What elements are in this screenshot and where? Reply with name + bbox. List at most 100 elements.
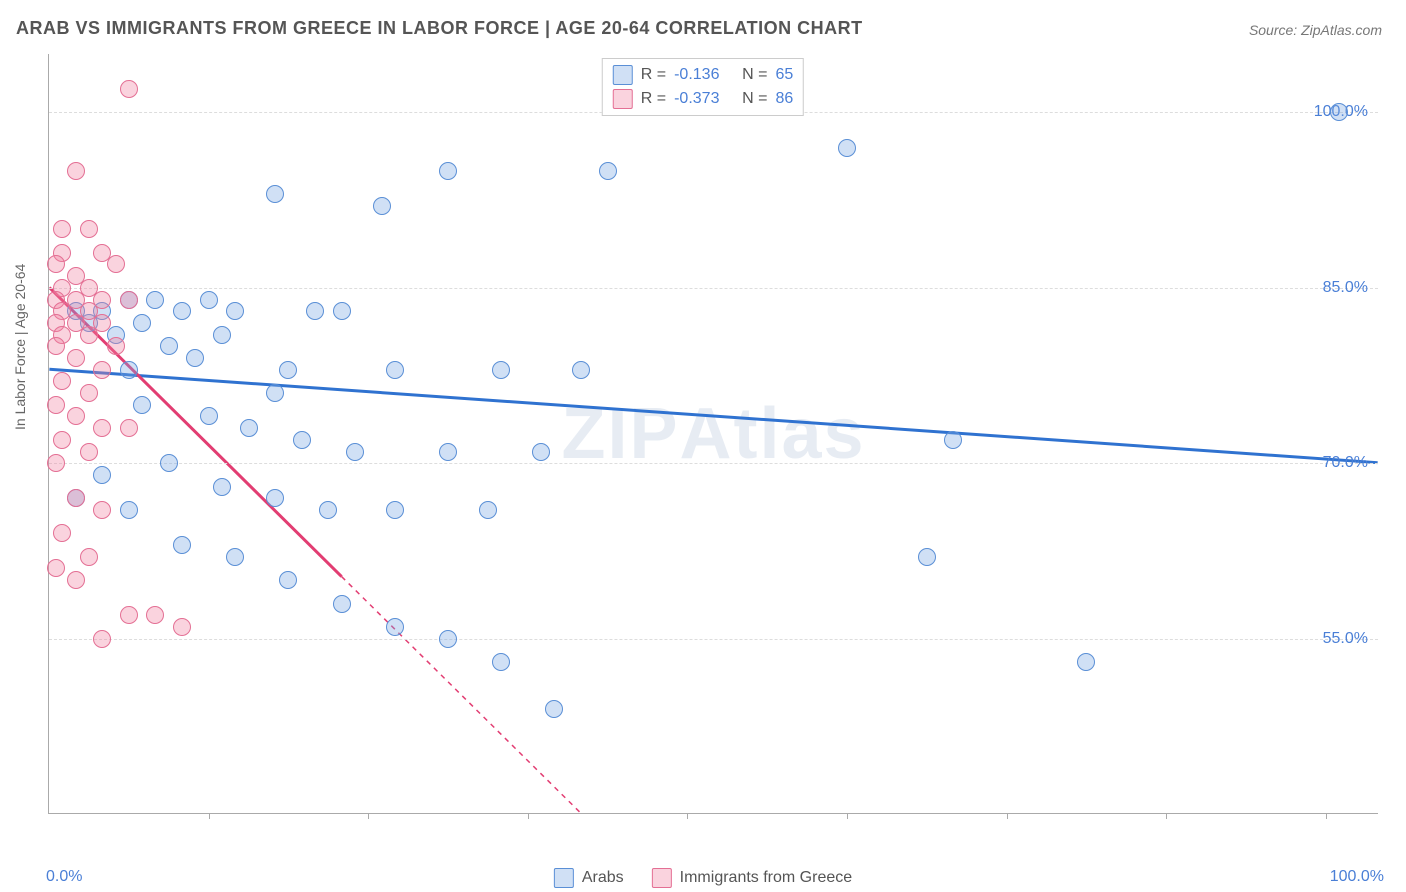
- data-point: [93, 419, 111, 437]
- data-point: [67, 571, 85, 589]
- data-point: [67, 349, 85, 367]
- data-point: [120, 419, 138, 437]
- data-point: [306, 302, 324, 320]
- data-point: [319, 501, 337, 519]
- data-point: [80, 443, 98, 461]
- x-axis-min-label: 0.0%: [46, 868, 82, 886]
- data-point: [346, 443, 364, 461]
- data-point: [599, 162, 617, 180]
- data-point: [80, 548, 98, 566]
- legend-R-label: R =: [641, 90, 666, 108]
- data-point: [266, 384, 284, 402]
- data-point: [213, 478, 231, 496]
- legend-R-value: -0.136: [674, 66, 734, 84]
- data-point: [93, 501, 111, 519]
- data-point: [1330, 103, 1348, 121]
- data-point: [492, 361, 510, 379]
- data-point: [226, 302, 244, 320]
- data-point: [439, 630, 457, 648]
- data-point: [67, 407, 85, 425]
- data-point: [386, 361, 404, 379]
- data-point: [293, 431, 311, 449]
- data-point: [838, 139, 856, 157]
- legend-N-value: 86: [775, 90, 793, 108]
- data-point: [173, 618, 191, 636]
- legend-swatch: [613, 65, 633, 85]
- data-point: [944, 431, 962, 449]
- data-point: [53, 220, 71, 238]
- legend-R-value: -0.373: [674, 90, 734, 108]
- watermark-bold: ZIP: [561, 394, 679, 474]
- data-point: [439, 162, 457, 180]
- chart-title: ARAB VS IMMIGRANTS FROM GREECE IN LABOR …: [16, 18, 863, 39]
- data-point: [53, 431, 71, 449]
- scatter-plot: ZIPAtlas 55.0%70.0%85.0%100.0%: [48, 54, 1378, 814]
- legend-N-label: N =: [742, 66, 767, 84]
- data-point: [333, 595, 351, 613]
- data-point: [373, 197, 391, 215]
- data-point: [107, 255, 125, 273]
- legend-row: R = -0.136 N = 65: [613, 63, 793, 87]
- data-point: [532, 443, 550, 461]
- x-tick: [687, 813, 688, 819]
- data-point: [386, 618, 404, 636]
- data-point: [53, 524, 71, 542]
- x-axis-max-label: 100.0%: [1330, 868, 1384, 886]
- data-point: [80, 326, 98, 344]
- data-point: [67, 162, 85, 180]
- legend-R-label: R =: [641, 66, 666, 84]
- x-tick: [847, 813, 848, 819]
- data-point: [439, 443, 457, 461]
- data-point: [173, 302, 191, 320]
- legend-item: Immigrants from Greece: [652, 868, 852, 888]
- source-name: ZipAtlas.com: [1301, 22, 1382, 38]
- x-tick: [528, 813, 529, 819]
- data-point: [80, 384, 98, 402]
- data-point: [333, 302, 351, 320]
- data-point: [200, 407, 218, 425]
- y-tick-label: 55.0%: [1323, 630, 1368, 648]
- data-point: [47, 337, 65, 355]
- data-point: [120, 80, 138, 98]
- watermark: ZIPAtlas: [561, 393, 865, 475]
- y-tick-label: 85.0%: [1323, 279, 1368, 297]
- legend-N-value: 65: [775, 66, 793, 84]
- source-prefix: Source:: [1249, 22, 1301, 38]
- data-point: [186, 349, 204, 367]
- data-point: [93, 361, 111, 379]
- data-point: [80, 220, 98, 238]
- data-point: [386, 501, 404, 519]
- watermark-light: Atlas: [679, 394, 865, 474]
- data-point: [47, 559, 65, 577]
- gridline: [49, 639, 1378, 640]
- data-point: [226, 548, 244, 566]
- data-point: [492, 653, 510, 671]
- data-point: [47, 454, 65, 472]
- legend-swatch: [652, 868, 672, 888]
- legend-swatch: [613, 89, 633, 109]
- x-tick: [368, 813, 369, 819]
- data-point: [160, 454, 178, 472]
- data-point: [545, 700, 563, 718]
- data-point: [266, 185, 284, 203]
- x-tick: [1166, 813, 1167, 819]
- data-point: [173, 536, 191, 554]
- legend-swatch: [554, 868, 574, 888]
- legend-series-label: Immigrants from Greece: [680, 869, 852, 887]
- gridline: [49, 463, 1378, 464]
- data-point: [240, 419, 258, 437]
- data-point: [279, 361, 297, 379]
- y-tick-label: 70.0%: [1323, 454, 1368, 472]
- x-tick: [1326, 813, 1327, 819]
- legend-series-label: Arabs: [582, 869, 624, 887]
- data-point: [120, 606, 138, 624]
- data-point: [266, 489, 284, 507]
- data-point: [213, 326, 231, 344]
- data-point: [120, 291, 138, 309]
- data-point: [47, 396, 65, 414]
- x-tick: [1007, 813, 1008, 819]
- data-point: [53, 372, 71, 390]
- data-point: [200, 291, 218, 309]
- source-attribution: Source: ZipAtlas.com: [1249, 22, 1382, 38]
- legend-item: Arabs: [554, 868, 624, 888]
